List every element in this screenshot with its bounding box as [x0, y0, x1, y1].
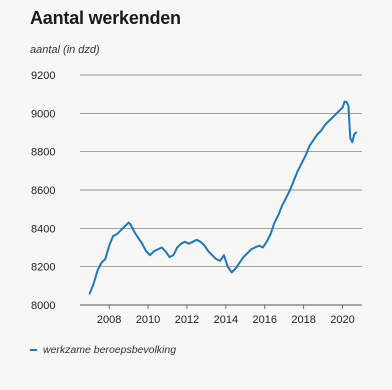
x-tick-label-2012: 2012	[175, 314, 199, 326]
y-tick-label-9200: 9200	[31, 70, 55, 82]
y-tick-label-9000: 9000	[31, 108, 55, 120]
y-tick-label-8800: 8800	[31, 147, 55, 159]
legend-swatch	[30, 349, 37, 351]
y-tick-labels: 8000 8200 8400 8600 8800 9000 9200	[31, 70, 55, 312]
series-line-0	[88, 100, 358, 295]
x-tick-label-2014: 2014	[214, 314, 238, 326]
y-tick-label-8400: 8400	[31, 223, 55, 235]
chart-title: Aantal werkenden	[30, 8, 181, 28]
y-tick-label-8200: 8200	[31, 262, 55, 274]
x-tick-label-2020: 2020	[330, 314, 354, 326]
y-axis-unit-label: aantal (in dzd)	[30, 44, 100, 56]
x-tick-label-2010: 2010	[136, 314, 160, 326]
y-tick-label-8000: 8000	[31, 300, 55, 312]
y-tick-label-8600: 8600	[31, 185, 55, 197]
legend: werkzame beroepsbevolking	[30, 344, 176, 356]
x-tick-labels: 2008 2010 2012 2014 2016 2018 2020	[97, 305, 355, 326]
legend-label: werkzame beroepsbevolking	[43, 344, 177, 356]
x-tick-label-2016: 2016	[253, 314, 277, 326]
x-tick-label-2008: 2008	[97, 314, 121, 326]
series-lines	[88, 100, 358, 295]
gridlines	[80, 74, 362, 306]
x-tick-label-2018: 2018	[291, 314, 315, 326]
